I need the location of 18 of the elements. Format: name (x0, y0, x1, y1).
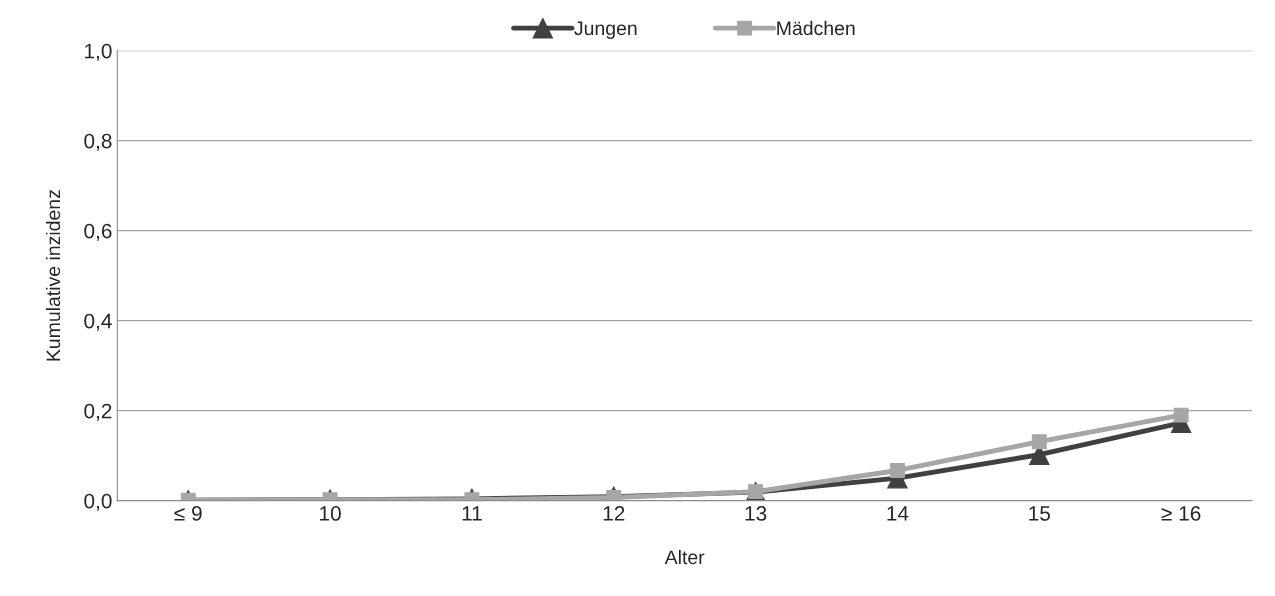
legend-label: Mädchen (777, 20, 855, 36)
x-tick-label: ≥ 16 (1161, 506, 1201, 521)
x-tick-label: ≤ 9 (174, 506, 202, 521)
x-tick-label: 12 (603, 506, 625, 521)
x-tick-label: 11 (462, 506, 482, 521)
y-tick-label: 1,0 (85, 43, 112, 61)
x-tick-label: 14 (887, 506, 909, 521)
y-axis-title: Kumulative inzidenz (45, 190, 61, 361)
y-tick-label: 0,0 (84, 493, 112, 511)
x-tick-label: 15 (1029, 506, 1050, 521)
y-tick-label: 0,2 (84, 403, 112, 421)
y-tick-label: 0,8 (84, 133, 112, 151)
x-tick-label: 10 (320, 506, 341, 521)
x-axis-title: Alter (664, 549, 705, 565)
legend-label: Jungen (574, 21, 637, 39)
y-tick-label: 0,4 (84, 313, 112, 331)
y-tick-label: 0,6 (84, 223, 112, 241)
x-tick-label: 13 (745, 506, 767, 521)
